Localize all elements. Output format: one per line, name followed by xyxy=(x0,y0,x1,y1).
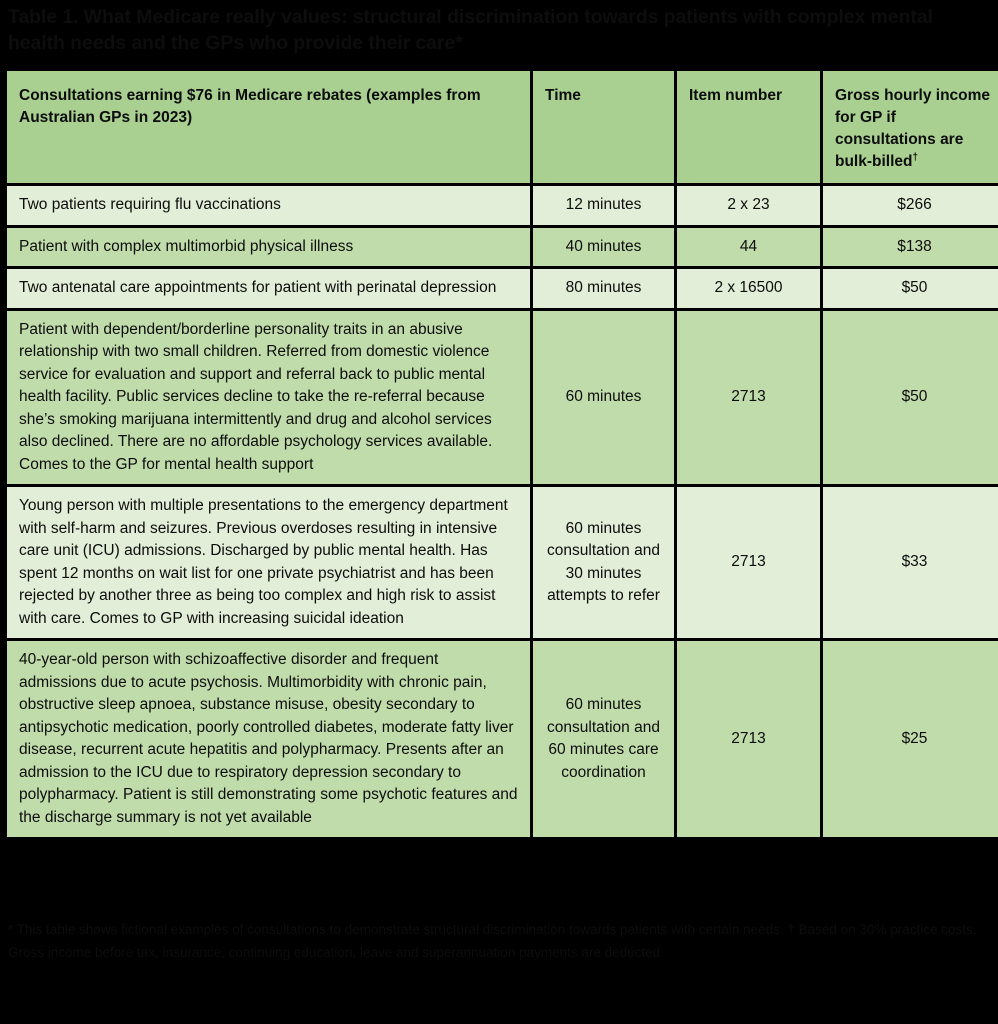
table-row: 40-year-old person with schizoaffective … xyxy=(7,641,998,837)
table-row: Patient with complex multimorbid physica… xyxy=(7,227,998,266)
medicare-rebates-table: Consultations earning $76 in Medicare re… xyxy=(4,68,998,840)
table-header: Consultations earning $76 in Medicare re… xyxy=(7,71,998,183)
cell-time: 60 minutes consultation and 30 minutes a… xyxy=(533,487,674,638)
cell-gross-hourly-income: $50 xyxy=(823,269,998,308)
cell-description: Two patients requiring flu vaccinations xyxy=(7,186,530,225)
cell-item-number: 2 x 16500 xyxy=(677,269,820,308)
table-header-row: Consultations earning $76 in Medicare re… xyxy=(7,71,998,183)
column-header-gross-hourly-income: Gross hourly income for GP if consultati… xyxy=(823,71,998,183)
cell-time: 12 minutes xyxy=(533,186,674,225)
cell-description: Patient with complex multimorbid physica… xyxy=(7,227,530,266)
cell-gross-hourly-income: $50 xyxy=(823,310,998,484)
page-title: Table 1. What Medicare really values: st… xyxy=(8,6,933,54)
cell-description: Young person with multiple presentations… xyxy=(7,487,530,638)
cell-time: 40 minutes xyxy=(533,227,674,266)
table-body: Two patients requiring flu vaccinations … xyxy=(7,186,998,837)
cell-time: 60 minutes consultation and 60 minutes c… xyxy=(533,641,674,837)
cell-description: 40-year-old person with schizoaffective … xyxy=(7,641,530,837)
cell-description: Patient with dependent/borderline person… xyxy=(7,310,530,484)
cell-gross-hourly-income: $25 xyxy=(823,641,998,837)
table-footnote: * This table shows fictional examples of… xyxy=(8,922,977,960)
table-row: Patient with dependent/borderline person… xyxy=(7,310,998,484)
cell-gross-hourly-income: $138 xyxy=(823,227,998,266)
cell-item-number: 2713 xyxy=(677,487,820,638)
cell-time: 80 minutes xyxy=(533,269,674,308)
cell-item-number: 2 x 23 xyxy=(677,186,820,225)
column-header-item-number: Item number xyxy=(677,71,820,183)
table-row: Two patients requiring flu vaccinations … xyxy=(7,186,998,225)
column-header-time: Time xyxy=(533,71,674,183)
table-row: Young person with multiple presentations… xyxy=(7,487,998,638)
column-header-consultations: Consultations earning $76 in Medicare re… xyxy=(7,71,530,183)
cell-gross-hourly-income: $33 xyxy=(823,487,998,638)
cell-item-number: 2713 xyxy=(677,310,820,484)
cell-time: 60 minutes xyxy=(533,310,674,484)
cell-item-number: 2713 xyxy=(677,641,820,837)
cell-item-number: 44 xyxy=(677,227,820,266)
dagger-superscript: † xyxy=(912,151,919,163)
cell-gross-hourly-income: $266 xyxy=(823,186,998,225)
cell-description: Two antenatal care appointments for pati… xyxy=(7,269,530,308)
column-header-gross-hourly-income-label: Gross hourly income for GP if consultati… xyxy=(835,87,991,170)
table-row: Two antenatal care appointments for pati… xyxy=(7,269,998,308)
